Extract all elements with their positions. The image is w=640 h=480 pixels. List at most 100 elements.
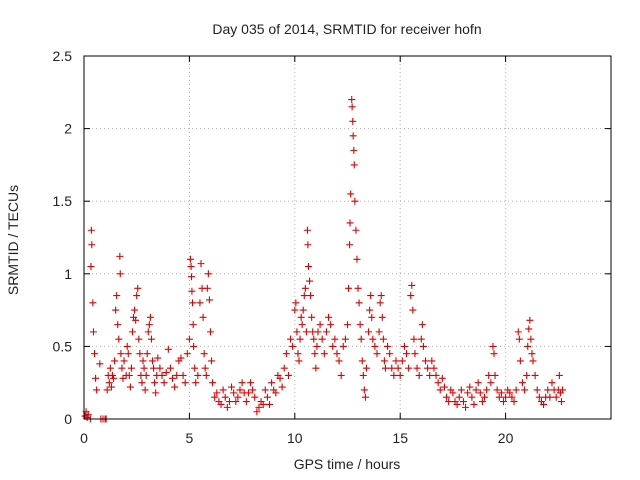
axis-ticks <box>83 55 611 420</box>
data-point <box>108 371 116 379</box>
data-point <box>230 389 238 397</box>
data-point <box>408 281 416 289</box>
data-point <box>203 284 211 292</box>
data-point <box>272 389 280 397</box>
data-point <box>476 389 484 397</box>
data-point <box>481 393 489 401</box>
data-point <box>154 354 162 362</box>
data-point <box>166 364 174 372</box>
data-point <box>128 328 136 336</box>
data-point <box>555 371 563 379</box>
data-point <box>301 284 309 292</box>
data-point <box>147 335 155 343</box>
data-point <box>150 364 158 372</box>
data-point <box>333 350 341 358</box>
data-point <box>544 386 552 394</box>
data-point <box>140 364 148 372</box>
data-point <box>369 335 377 343</box>
x-tick-label: 0 <box>80 430 88 446</box>
data-point <box>295 357 303 365</box>
data-point <box>263 393 271 401</box>
data-point <box>348 103 356 111</box>
data-point <box>314 328 322 336</box>
data-point <box>116 252 124 260</box>
data-point <box>196 299 204 307</box>
data-point <box>185 335 193 343</box>
chart-title: Day 035 of 2014, SRMTID for receiver hof… <box>212 21 481 37</box>
data-point <box>162 369 170 377</box>
data-point <box>307 292 315 300</box>
data-point <box>152 389 160 397</box>
data-point <box>445 398 453 406</box>
data-point <box>312 364 320 372</box>
data-point <box>242 398 250 406</box>
data-point <box>87 263 95 271</box>
data-point <box>171 383 179 391</box>
data-point <box>146 313 154 321</box>
data-point <box>464 389 472 397</box>
data-point <box>303 226 311 234</box>
data-point <box>462 403 470 411</box>
data-point <box>373 350 381 358</box>
data-point <box>357 335 365 343</box>
data-point <box>379 335 387 343</box>
data-point <box>211 393 219 401</box>
data-point <box>300 292 308 300</box>
data-point <box>349 117 357 125</box>
data-point <box>325 313 333 321</box>
data-point <box>490 350 498 358</box>
data-point <box>310 335 318 343</box>
data-point <box>320 350 328 358</box>
data-point <box>329 342 337 350</box>
data-point <box>493 386 501 394</box>
data-point <box>293 328 301 336</box>
data-point <box>93 386 101 394</box>
y-tick-label: 2 <box>64 121 72 137</box>
data-point <box>396 371 404 379</box>
data-point <box>360 386 368 394</box>
data-point <box>278 383 286 391</box>
data-point <box>502 393 510 401</box>
data-point <box>133 292 141 300</box>
data-point <box>113 292 121 300</box>
data-point <box>528 350 536 358</box>
data-point <box>358 357 366 365</box>
data-point <box>221 393 229 401</box>
data-point <box>103 386 111 394</box>
data-point <box>366 306 374 314</box>
data-point <box>436 386 444 394</box>
data-point <box>84 411 92 419</box>
data-point <box>255 403 263 411</box>
data-point <box>92 374 100 382</box>
data-point <box>306 277 314 285</box>
data-point <box>141 386 149 394</box>
data-point <box>533 386 541 394</box>
data-point <box>259 400 267 408</box>
data-point <box>376 299 384 307</box>
data-point <box>403 350 411 358</box>
data-point <box>378 313 386 321</box>
y-tick-label: 0 <box>64 411 72 427</box>
data-point <box>410 335 418 343</box>
data-point <box>508 393 516 401</box>
data-point <box>526 316 534 324</box>
x-tick-labels: 0 5 10 15 20 <box>80 430 513 446</box>
data-point <box>497 389 505 397</box>
data-point <box>335 357 343 365</box>
data-point <box>337 371 345 379</box>
data-point <box>164 345 172 353</box>
data-point <box>400 342 408 350</box>
data-point <box>331 335 339 343</box>
data-point <box>351 197 359 205</box>
data-point <box>552 393 560 401</box>
data-point <box>349 132 357 140</box>
data-point <box>548 379 556 387</box>
data-point <box>107 383 115 391</box>
data-point <box>359 371 367 379</box>
data-point <box>251 393 259 401</box>
data-point <box>132 316 140 324</box>
data-point <box>292 299 300 307</box>
data-point <box>145 321 153 329</box>
data-point <box>110 374 118 382</box>
data-point <box>322 328 330 336</box>
